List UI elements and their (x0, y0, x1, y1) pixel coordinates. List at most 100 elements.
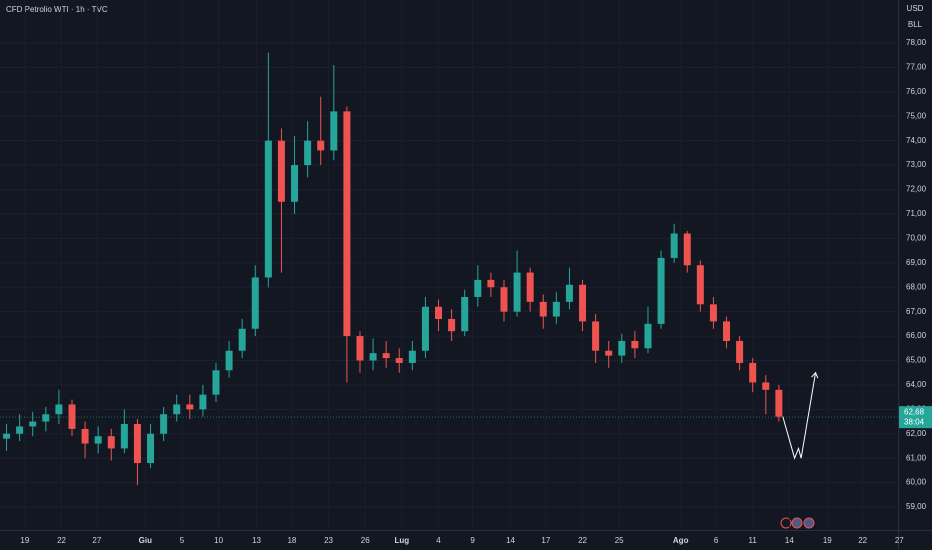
currency[interactable]: USD (907, 4, 924, 13)
x-tick-label: Ago (673, 536, 689, 545)
candle-body (330, 111, 338, 151)
event-icon[interactable] (780, 517, 792, 529)
x-tick-label: 18 (287, 536, 296, 545)
projection-line (782, 372, 817, 460)
candle-body (382, 353, 390, 359)
candle-body (395, 358, 403, 363)
candle-body (579, 284, 587, 322)
x-tick-label: 25 (615, 536, 624, 545)
y-tick-label: 67,00 (906, 307, 927, 316)
candle-body (448, 318, 456, 332)
y-tick-label: 59,00 (906, 502, 927, 511)
countdown: 38:04 (904, 417, 925, 426)
x-tick-label: 6 (714, 536, 719, 545)
candle-body (186, 404, 194, 410)
x-tick-label: 11 (749, 536, 758, 545)
candle-body (369, 353, 377, 361)
candle-body (133, 424, 141, 464)
candle-body (487, 279, 495, 288)
projection-arrowhead (811, 371, 819, 379)
candle-body (68, 404, 76, 429)
candle-body (631, 340, 639, 349)
candle-body (461, 296, 469, 332)
candle-body (539, 301, 547, 317)
y-tick-label: 73,00 (906, 160, 927, 169)
candle-body (160, 414, 168, 434)
x-tick-label: 23 (324, 536, 333, 545)
candle-body (238, 328, 246, 351)
x-tick-label: 27 (92, 536, 101, 545)
candle-body (565, 284, 573, 302)
candle-body (657, 257, 665, 324)
candle-body (435, 306, 443, 319)
candle-body (605, 350, 613, 356)
x-tick-label: Giu (139, 536, 152, 545)
candle-body (264, 140, 272, 278)
x-tick-label: 27 (895, 536, 904, 545)
last-price-label: 62,68 (904, 407, 925, 416)
x-tick-label: 22 (57, 536, 66, 545)
x-tick-label: 19 (823, 536, 832, 545)
candle-body (277, 140, 285, 202)
candle-body (147, 433, 155, 464)
candle-body (709, 304, 717, 322)
y-tick-label: 77,00 (906, 63, 927, 72)
candle-body (212, 370, 220, 395)
candle-body (526, 272, 534, 302)
candle-body (618, 340, 626, 356)
event-icon[interactable] (803, 517, 815, 529)
event-icon[interactable] (791, 517, 803, 529)
candle-body (317, 140, 325, 151)
candle-body (343, 111, 351, 337)
y-tick-label: 65,00 (906, 356, 927, 365)
x-tick-label: 14 (785, 536, 794, 545)
candle-body (356, 336, 364, 361)
x-tick-label: 19 (20, 536, 29, 545)
candle-body (3, 433, 11, 439)
candle-body (55, 404, 63, 415)
x-tick-label: 14 (506, 536, 515, 545)
x-tick-label: 9 (470, 536, 475, 545)
candle-body (251, 277, 259, 329)
y-tick-label: 76,00 (906, 87, 927, 96)
y-tick-label: 61,00 (906, 453, 927, 462)
candle-body (81, 428, 89, 444)
y-tick-label: 64,00 (906, 380, 927, 389)
symbol-header: CFD Petrolio WTI · 1h · TVC (6, 5, 108, 14)
candle-body (775, 389, 783, 417)
candle-body (199, 394, 207, 410)
candle-body (644, 323, 652, 349)
candle-body (552, 301, 560, 317)
y-tick-label: 66,00 (906, 331, 927, 340)
y-tick-label: 71,00 (906, 209, 927, 218)
y-tick-label: 60,00 (906, 478, 927, 487)
candle-body (762, 382, 770, 390)
candle-body (421, 306, 429, 351)
candle-body (29, 421, 37, 427)
event-icons (780, 517, 815, 529)
candle-body (42, 414, 50, 422)
y-tick-label: 75,00 (906, 111, 927, 120)
y-tick-label: 62,00 (906, 429, 927, 438)
candle-body (94, 436, 102, 444)
candle-body (500, 287, 508, 312)
x-tick-label: 22 (578, 536, 587, 545)
unit[interactable]: BLL (908, 20, 923, 29)
candle-body (107, 436, 115, 449)
candle-body (291, 165, 299, 202)
x-tick-label: 22 (858, 536, 867, 545)
candle-body (173, 404, 181, 415)
candle-body (304, 140, 312, 166)
candle-body (474, 279, 482, 297)
candle-body (723, 321, 731, 341)
candle-body (120, 424, 128, 449)
last-price-box (899, 406, 932, 429)
x-tick-label: 4 (436, 536, 441, 545)
candle-body (408, 350, 416, 363)
candle-body (736, 340, 744, 363)
y-tick-label: 68,00 (906, 282, 927, 291)
x-tick-label: 17 (541, 536, 550, 545)
candle-body (16, 426, 24, 434)
